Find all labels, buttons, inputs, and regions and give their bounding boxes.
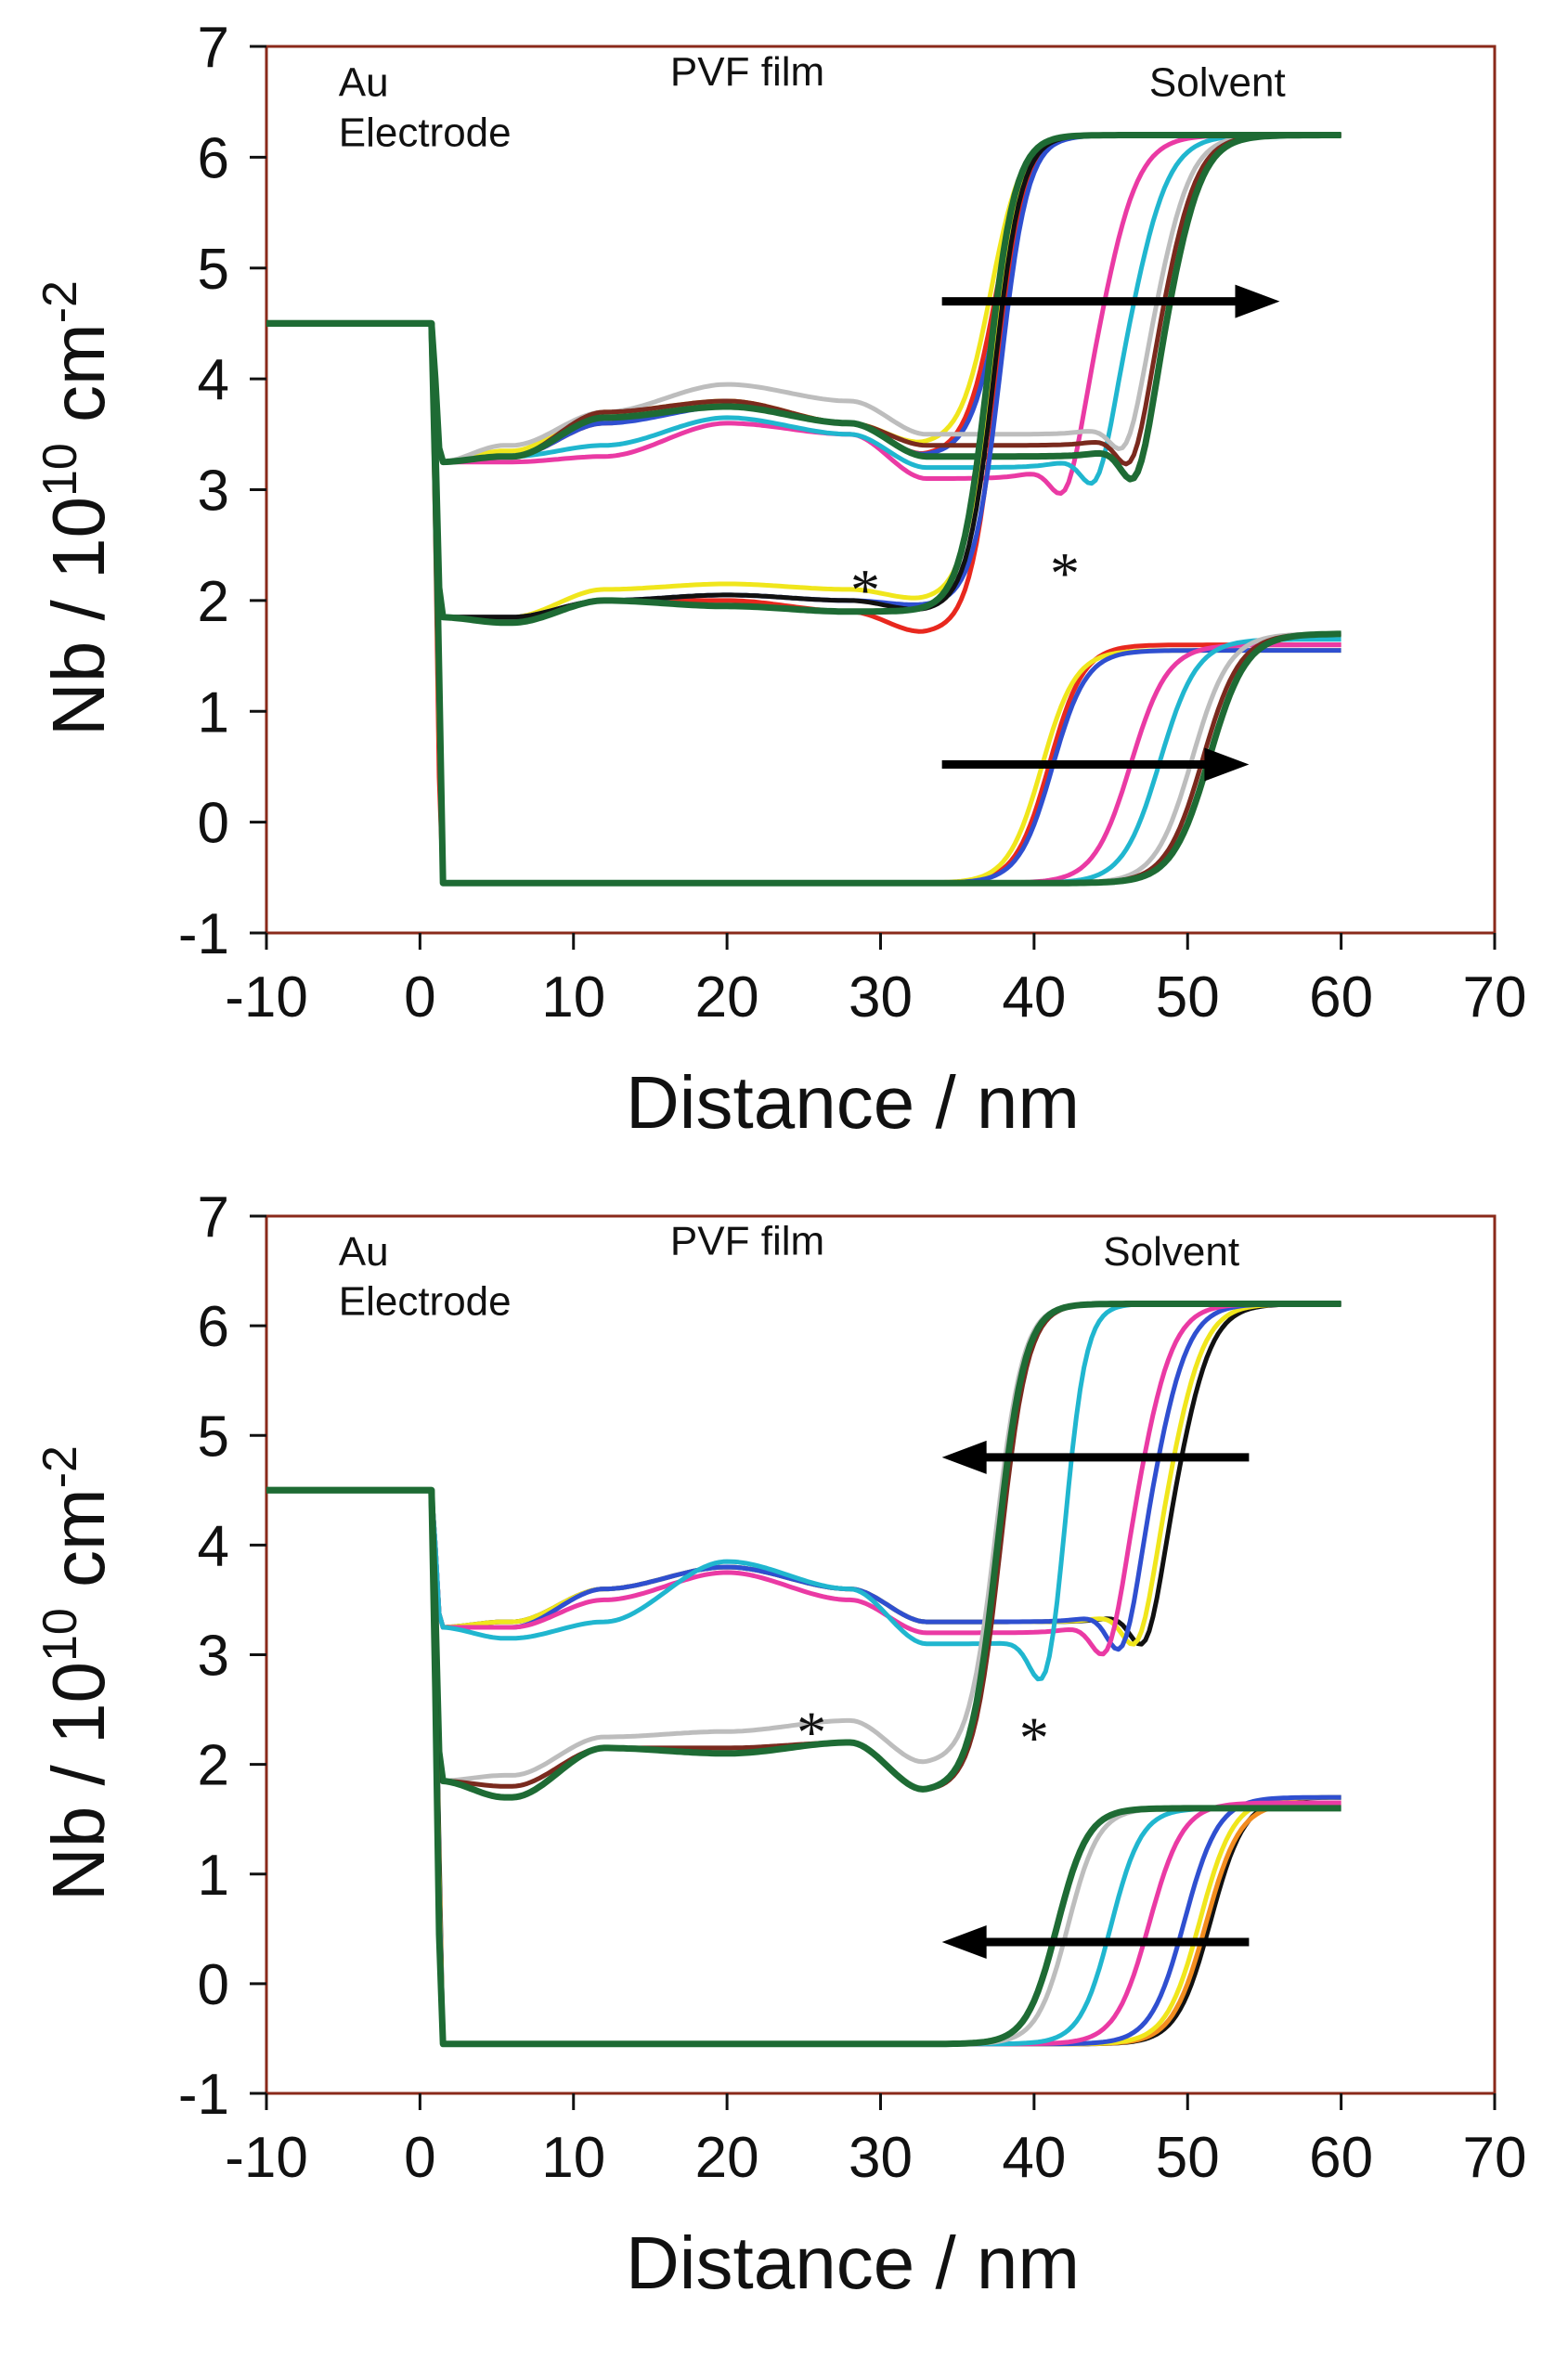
y-tick-label: 2 — [198, 570, 229, 634]
x-tick-label: -10 — [225, 2126, 308, 2190]
x-tick-label: 10 — [541, 965, 605, 1030]
x-tick-label: 50 — [1156, 2126, 1220, 2190]
y-tick-label: 0 — [198, 1953, 229, 2017]
sld-curve-upper-magenta — [266, 133, 1341, 496]
y-tick-label: 6 — [198, 1295, 229, 1359]
x-tick-label: 40 — [1002, 965, 1066, 1030]
y-tick-label: 1 — [198, 1844, 229, 1908]
shift-arrowhead — [941, 1924, 987, 1959]
sld-curve-lower-gray — [266, 1487, 1341, 2047]
y-axis-title-superscript: 10 — [33, 443, 87, 497]
y-tick-label: 7 — [198, 1185, 229, 1250]
y-tick-label: 7 — [198, 16, 229, 80]
y-tick-label: 3 — [198, 1625, 229, 1689]
y-tick-label: 5 — [198, 1405, 229, 1469]
y-tick-label: 5 — [198, 238, 229, 302]
y-tick-label: 1 — [198, 680, 229, 745]
y-axis-title-superscript: -2 — [33, 280, 87, 323]
x-tick-label: 30 — [849, 2126, 913, 2190]
y-axis-title-superscript: 10 — [33, 1608, 87, 1662]
y-axis-title-part: Nb / 10 — [37, 497, 120, 736]
sld-curve-lower-green — [266, 319, 1341, 887]
x-tick-label: -10 — [225, 965, 308, 1030]
shift-arrowhead — [1235, 284, 1280, 318]
asterisk-marker: * — [1019, 1704, 1049, 1770]
x-tick-label: 10 — [541, 2126, 605, 2190]
sld-curve-middle-green — [266, 132, 1341, 627]
y-tick-label: -1 — [178, 902, 229, 966]
sld-curve-upper-green — [266, 132, 1341, 483]
curves-group — [266, 1301, 1341, 2048]
x-tick-label: 70 — [1463, 2126, 1527, 2190]
sld-curve-middle-green — [266, 1301, 1341, 1801]
x-tick-label: 60 — [1309, 965, 1373, 1030]
shift-arrowhead — [941, 1440, 987, 1474]
sld-curve-lower-orange — [266, 1487, 1341, 2047]
y-axis-title-part: Nb / 10 — [37, 1662, 120, 1901]
y-tick-label: 4 — [198, 1514, 229, 1578]
sld-curve-lower-gray — [266, 320, 1341, 886]
sld-curve-lower-magenta — [266, 1487, 1341, 2047]
y-tick-label: -1 — [178, 2063, 229, 2127]
x-tick-label: 40 — [1002, 2126, 1066, 2190]
region-label-au: Au — [339, 60, 389, 106]
y-axis-title-part: cm — [37, 1488, 120, 1608]
x-axis-title: Distance / nm — [626, 2221, 1080, 2304]
region-label-au: Au — [339, 1229, 389, 1275]
y-axis-title: Nb / 1010 cm-2 — [33, 280, 120, 736]
x-tick-label: 0 — [404, 965, 435, 1030]
x-tick-label: 20 — [695, 2126, 759, 2190]
plot-frame — [265, 45, 1497, 935]
sld-curve-lower-black — [266, 1487, 1341, 2047]
region-label-electrode: Electrode — [339, 110, 512, 155]
y-axis-title-superscript: -2 — [33, 1445, 87, 1488]
region-label-solvent: Solvent — [1103, 1229, 1239, 1275]
sld-curve-lower-blue — [266, 1487, 1341, 2047]
region-label-solvent: Solvent — [1149, 60, 1286, 106]
shift-arrowhead — [1204, 747, 1250, 782]
sld-curve-lower-cyan — [266, 1487, 1341, 2047]
asterisk-marker: * — [850, 557, 880, 623]
x-tick-label: 0 — [404, 2126, 435, 2190]
x-tick-label: 50 — [1156, 965, 1220, 1030]
sld-curve-lower-yellow — [266, 1487, 1341, 2047]
y-tick-label: 2 — [198, 1734, 229, 1798]
sld-curve-upper-magenta — [266, 1302, 1341, 1657]
asterisk-marker: * — [1050, 540, 1080, 606]
sld-curve-upper-cyan — [266, 133, 1341, 486]
x-tick-label: 30 — [849, 965, 913, 1030]
x-tick-label: 70 — [1463, 965, 1527, 1030]
region-label-pvf-film: PVF film — [670, 1218, 824, 1263]
y-tick-label: 4 — [198, 348, 229, 412]
asterisk-marker: * — [797, 1699, 826, 1765]
y-tick-label: 0 — [198, 792, 229, 856]
x-tick-label: 60 — [1309, 2126, 1373, 2190]
plot-frame — [265, 1214, 1497, 2095]
y-tick-label: 3 — [198, 460, 229, 524]
x-tick-label: 20 — [695, 965, 759, 1030]
x-axis-title: Distance / nm — [626, 1061, 1080, 1144]
sld-curve-lower-green — [266, 1486, 1341, 2048]
region-label-electrode: Electrode — [339, 1278, 512, 1324]
region-label-pvf-film: PVF film — [670, 49, 824, 95]
y-tick-label: 6 — [198, 126, 229, 190]
curves-group — [266, 132, 1341, 887]
y-axis-title-part: cm — [37, 323, 120, 443]
y-axis-title: Nb / 1010 cm-2 — [33, 1445, 120, 1901]
